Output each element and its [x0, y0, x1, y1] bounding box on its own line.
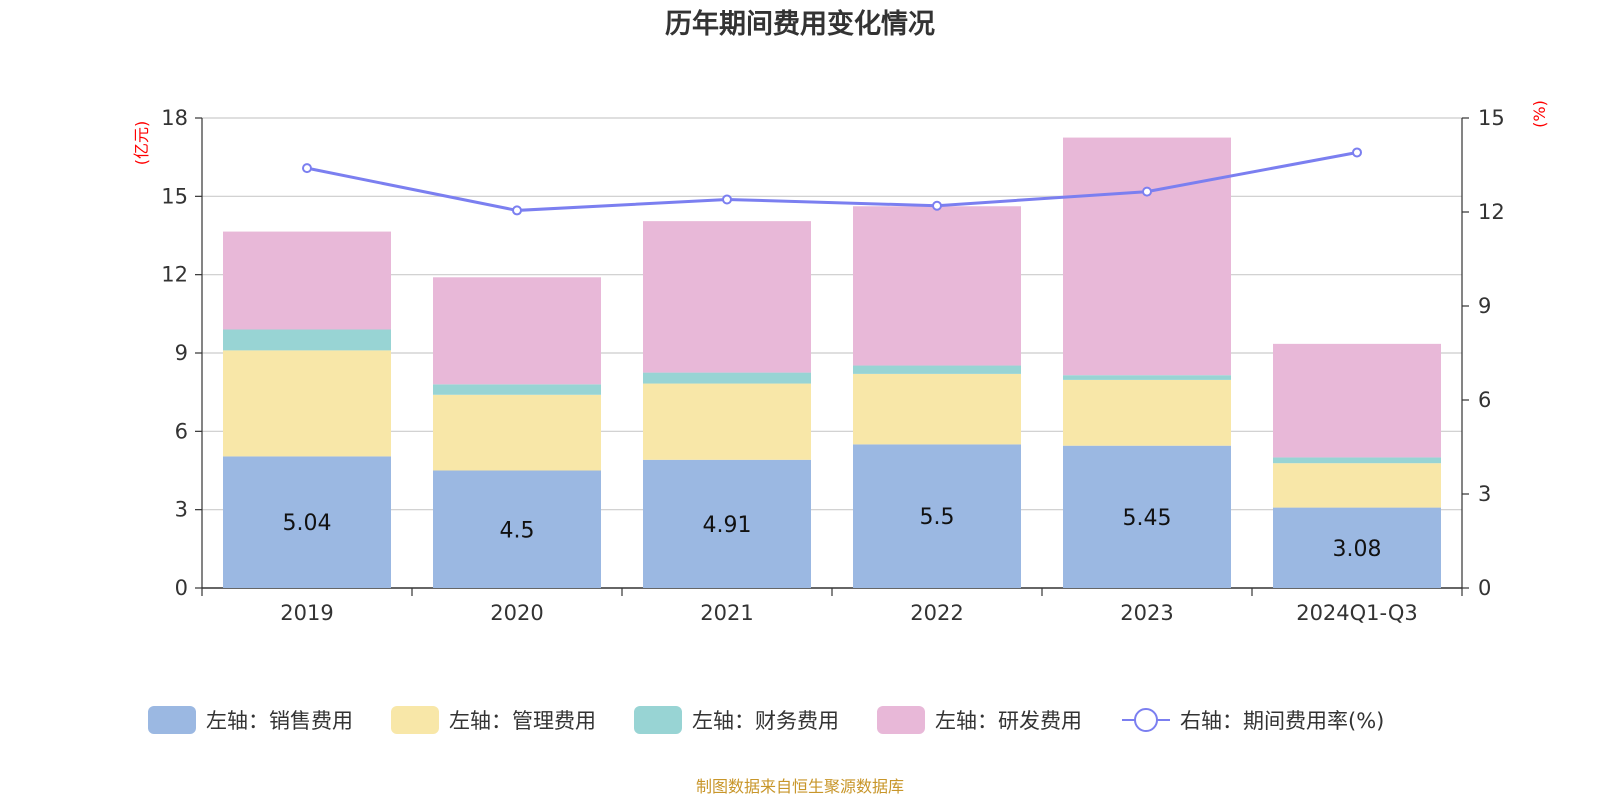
x-axis-tick-label: 2023 — [1120, 601, 1173, 625]
bar-segment — [223, 350, 391, 457]
bar-data-label: 3.08 — [1333, 537, 1382, 562]
legend-label: 左轴：管理费用 — [449, 709, 596, 733]
bar-segment — [853, 373, 1021, 445]
rate-point — [302, 163, 312, 174]
legend-label: 右轴：期间费用率(%) — [1180, 709, 1384, 733]
bar-segment — [643, 221, 811, 373]
bar-segment — [1273, 507, 1441, 588]
bar-data-label: 4.5 — [500, 518, 535, 543]
bar-segment — [223, 456, 391, 588]
bar-segment — [433, 277, 601, 385]
bar-data-label: 4.91 — [703, 513, 752, 538]
left-axis-tick-label: 9 — [175, 341, 188, 365]
right-axis-tick-label: 3 — [1478, 482, 1491, 506]
rate-point — [932, 200, 942, 211]
right-axis-tick-label: 15 — [1478, 106, 1505, 130]
bar-segment — [643, 383, 811, 460]
x-axis-tick-label: 2022 — [910, 601, 963, 625]
x-axis-tick-label: 2019 — [280, 601, 333, 625]
bar-segment — [853, 206, 1021, 366]
legend-swatch — [148, 706, 196, 734]
rate-point — [512, 205, 522, 216]
bar-data-label: 5.5 — [920, 505, 955, 530]
x-axis-tick-label: 2021 — [700, 601, 753, 625]
bar-segment — [1063, 375, 1231, 380]
axes: 0 3 6 9 12 15 18 0 3 6 9 12 15 (亿元) (%) 2019 2020 2021 202… — [132, 100, 1549, 625]
rate-point — [1352, 147, 1362, 158]
legend-swatch — [877, 706, 925, 734]
bar-segment — [1063, 445, 1231, 588]
right-axis-tick-label: 0 — [1478, 576, 1491, 600]
left-axis-tick-label: 6 — [175, 419, 188, 443]
bar-segment — [433, 394, 601, 471]
left-axis-tick-label: 0 — [175, 576, 188, 600]
left-axis-tick-label: 15 — [161, 184, 188, 208]
left-axis-tick-label: 3 — [175, 498, 188, 522]
legend-label: 左轴：研发费用 — [935, 709, 1082, 733]
bar-segment — [643, 372, 811, 384]
right-axis-unit: (%) — [1530, 100, 1549, 128]
x-axis-tick-label: 2020 — [490, 601, 543, 625]
bar-segment — [433, 470, 601, 588]
source-note: 制图数据来自恒生聚源数据库 — [696, 777, 904, 796]
left-axis-tick-label: 12 — [161, 263, 188, 287]
left-axis-unit: (亿元) — [132, 121, 151, 166]
right-axis-tick-label: 12 — [1478, 200, 1505, 224]
bar-data-label: 5.04 — [283, 511, 332, 536]
legend-swatch — [634, 706, 682, 734]
bar-segment — [1063, 137, 1231, 376]
rate-line — [302, 147, 1362, 216]
bar-segment — [223, 231, 391, 330]
left-axis-tick-label: 18 — [161, 106, 188, 130]
bar-segment — [1273, 463, 1441, 508]
bar-segment — [853, 444, 1021, 588]
grid — [202, 117, 1462, 511]
bar-segment — [853, 365, 1021, 374]
bar-data-label: 5.45 — [1123, 506, 1172, 531]
bar-segment — [223, 329, 391, 351]
legend-label: 左轴：财务费用 — [692, 709, 839, 733]
legend-swatch-marker — [1134, 708, 1158, 732]
bar-segment — [433, 384, 601, 395]
legend-label: 左轴：销售费用 — [206, 709, 353, 733]
rate-point — [722, 194, 732, 205]
chart-title: 历年期间费用变化情况 — [665, 8, 935, 40]
right-axis-tick-label: 9 — [1478, 294, 1491, 318]
legend: 左轴：销售费用 左轴：管理费用 左轴：财务费用 左轴：研发费用 右轴：期间费用率(%) — [148, 706, 1384, 734]
bar-segment — [1273, 457, 1441, 464]
bar-segment — [1063, 379, 1231, 446]
bar-segment — [643, 459, 811, 588]
legend-swatch — [391, 706, 439, 734]
rate-line-path — [306, 150, 1358, 212]
bars: 5.04 4.5 4.91 5.5 5.45 3.08 — [223, 137, 1441, 588]
rate-point — [1142, 186, 1152, 197]
bar-segment — [1273, 343, 1441, 458]
x-axis-tick-label: 2024Q1-Q3 — [1296, 601, 1418, 625]
right-axis-tick-label: 6 — [1478, 388, 1491, 412]
